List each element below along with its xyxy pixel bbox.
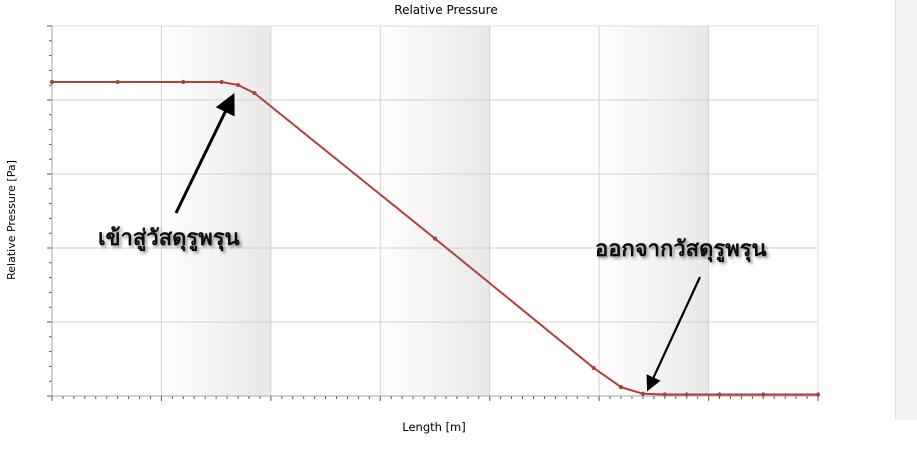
data-point: [761, 392, 766, 397]
shaded-band-1: [161, 26, 271, 396]
data-point: [181, 79, 186, 85]
shaded-band-2: [380, 26, 490, 396]
annotation-label-1: เข้าสู่วัสดุรูพรุน: [98, 226, 240, 252]
annotation-arrow-2: [646, 276, 701, 392]
data-point: [591, 365, 596, 371]
annotations: เข้าสู่วัสดุรูพรุน ออกจากวัสดุรูพรุน: [98, 92, 767, 392]
shaded-band-3: [599, 26, 709, 396]
shaded-bands: [161, 26, 709, 396]
data-point: [618, 385, 624, 390]
axes: [51, 25, 819, 397]
series-pressure-points: [49, 79, 821, 397]
data-point: [115, 79, 120, 85]
chart-title: Relative Pressure: [394, 3, 497, 17]
gridlines: [52, 26, 818, 396]
annotation-arrow-1: [174, 92, 235, 214]
data-point: [662, 392, 667, 397]
x-axis-label: Length [m]: [402, 420, 466, 434]
data-point: [432, 236, 438, 241]
data-point: [717, 392, 722, 397]
window-right-edge: [895, 0, 917, 420]
data-point: [235, 82, 241, 88]
annotation-label-2: ออกจากวัสดุรูพรุน: [595, 237, 767, 263]
data-point: [219, 79, 224, 85]
data-point: [640, 391, 646, 396]
y-axis-label: Relative Pressure [Pa]: [5, 160, 18, 280]
data-point: [49, 79, 55, 85]
data-point: [684, 392, 689, 397]
data-point: [815, 392, 821, 397]
data-point: [252, 90, 257, 96]
